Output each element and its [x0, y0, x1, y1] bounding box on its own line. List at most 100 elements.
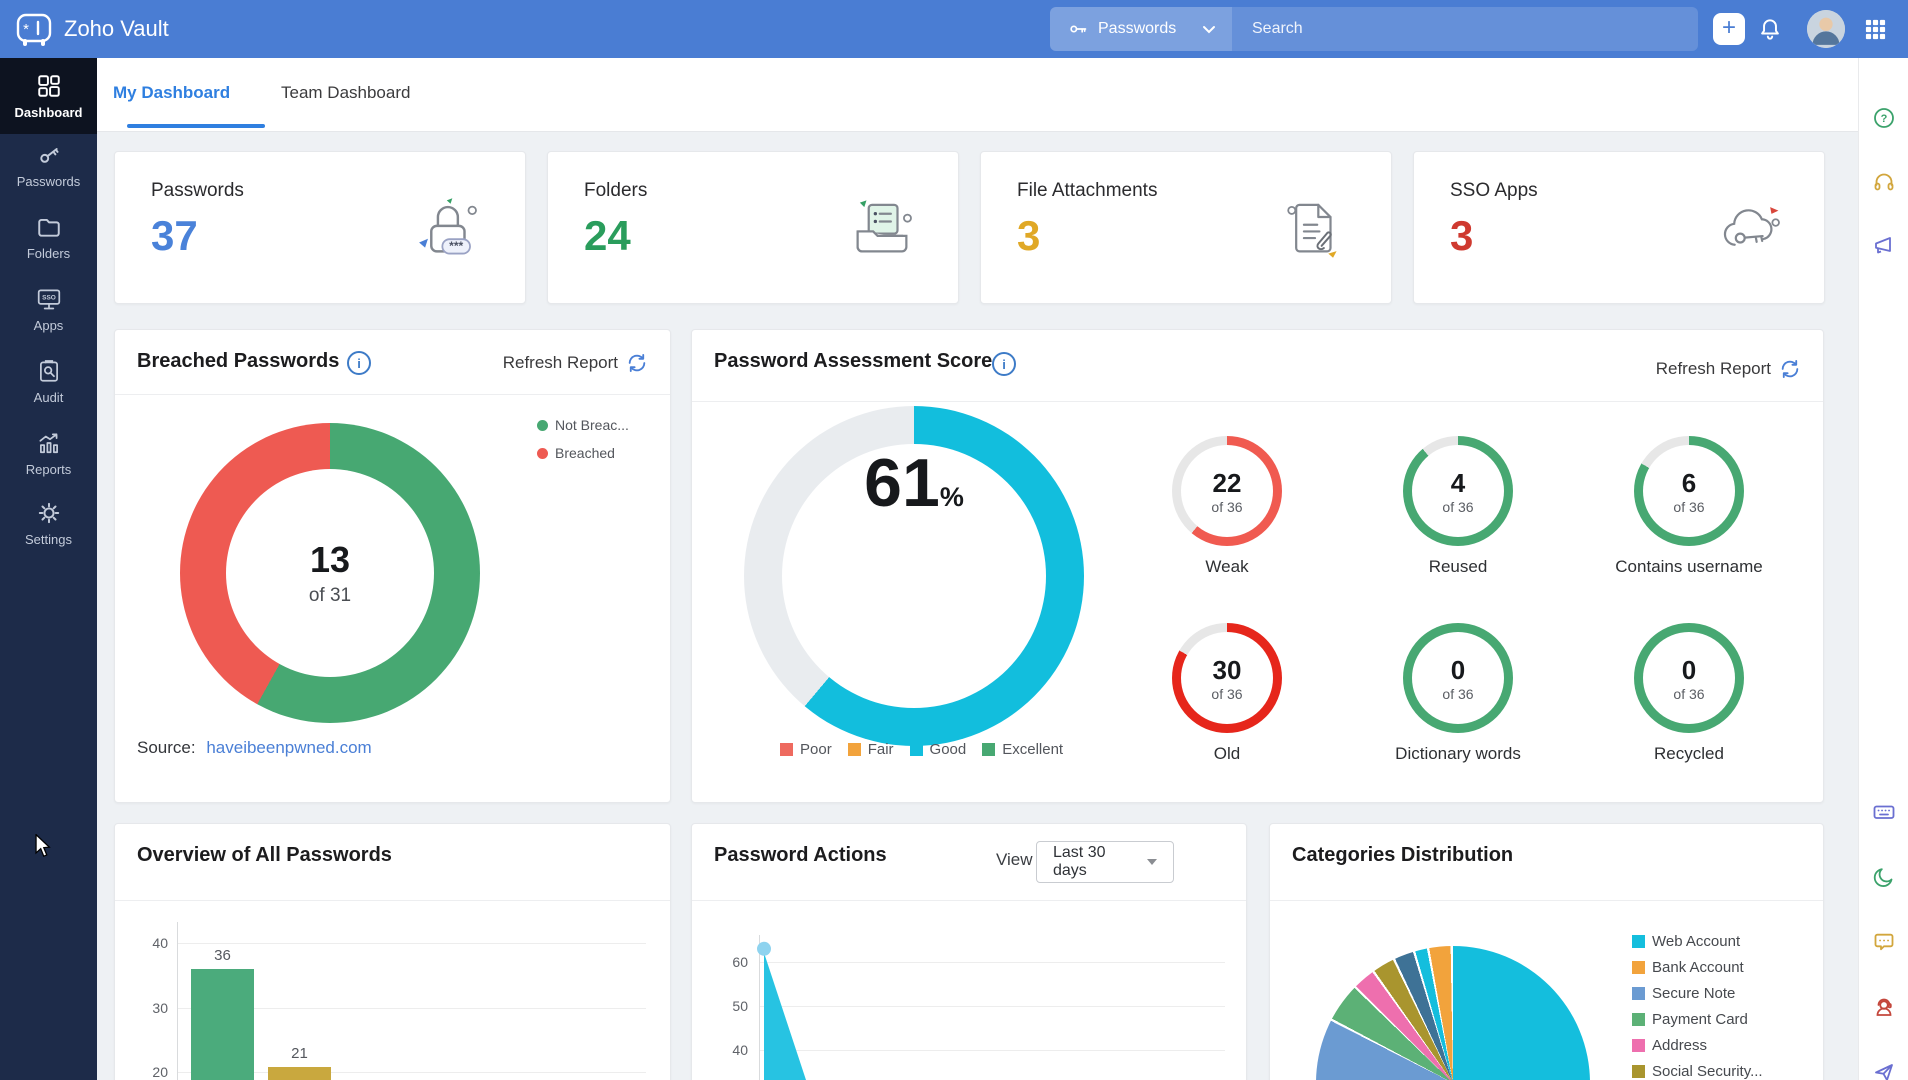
legend-label: Poor — [800, 741, 832, 758]
search-scope-dropdown[interactable]: Passwords — [1050, 7, 1232, 51]
legend-label: Secure Note — [1652, 985, 1735, 1002]
score-legend: Poor Fair Good Excellent — [780, 741, 1063, 758]
svg-text:SSO: SSO — [42, 295, 56, 302]
legend-swatch-secure-note — [1632, 987, 1645, 1000]
refresh-report-button[interactable]: Refresh Report — [503, 352, 648, 374]
legend-swatch-poor — [780, 743, 793, 756]
stat-card-value: 3 — [1017, 212, 1040, 260]
gridline — [178, 943, 646, 944]
y-tick: 40 — [712, 1042, 748, 1058]
legend-label: Breached — [555, 445, 615, 461]
metric-of: of 36 — [1442, 499, 1473, 515]
legend-item: Bank Account — [1632, 959, 1763, 976]
refresh-report-label: Refresh Report — [1656, 359, 1771, 379]
refresh-report-button[interactable]: Refresh Report — [1656, 358, 1801, 380]
send-feedback-plane-icon[interactable] — [1872, 1060, 1896, 1080]
app-grid-icon[interactable] — [1864, 18, 1887, 41]
refresh-icon — [1779, 358, 1801, 380]
keyboard-shortcuts-icon[interactable] — [1872, 800, 1896, 824]
legend-label: Web Account — [1652, 933, 1740, 950]
dark-mode-moon-icon[interactable] — [1872, 865, 1896, 889]
view-range-value: Last 30 days — [1053, 844, 1135, 880]
sidebar-item-passwords[interactable]: Passwords — [0, 142, 97, 200]
legend-swatch-social-security — [1632, 1065, 1645, 1078]
sidebar-item-label: Audit — [34, 390, 64, 405]
sidebar-item-label: Folders — [27, 246, 70, 261]
tab-label: Team Dashboard — [281, 83, 410, 102]
sidebar-item-audit[interactable]: Audit — [0, 358, 97, 416]
notifications-bell-icon[interactable] — [1757, 16, 1783, 43]
sidebar-item-reports[interactable]: Reports — [0, 430, 97, 488]
sidebar-item-folders[interactable]: Folders — [0, 214, 97, 272]
search-input[interactable] — [1232, 7, 1698, 51]
legend-dot-breached — [537, 448, 548, 459]
bar-gold — [268, 1067, 331, 1080]
stat-card-title: Passwords — [151, 180, 244, 202]
legend-item: Good — [910, 741, 967, 758]
legend-item: Poor — [780, 741, 832, 758]
source-link[interactable]: haveibeenpwned.com — [206, 738, 371, 757]
metric-value: 30 — [1213, 655, 1242, 686]
sidebar-item-label: Settings — [25, 532, 72, 547]
sidebar-item-dashboard[interactable]: Dashboard — [0, 58, 97, 134]
gridline — [760, 962, 1225, 963]
breached-count: 13 — [310, 539, 350, 581]
support-agent-icon[interactable] — [1872, 995, 1896, 1019]
view-label: View — [996, 850, 1033, 870]
sidebar-item-settings[interactable]: Settings — [0, 500, 97, 558]
chevron-down-icon — [1202, 25, 1216, 34]
metric-ring-old: 30of 36 — [1172, 623, 1282, 733]
feedback-chat-icon[interactable] — [1872, 930, 1896, 954]
mouse-cursor — [33, 834, 53, 858]
stat-card-folders[interactable]: Folders 24 — [547, 151, 959, 304]
panel-header-divider — [692, 900, 1246, 901]
legend-item: Address — [1632, 1037, 1763, 1054]
source-label: Source: — [137, 738, 196, 757]
stat-card-title: File Attachments — [1017, 180, 1157, 202]
metric-value: 0 — [1682, 655, 1696, 686]
metric-value: 6 — [1682, 468, 1696, 499]
y-axis — [177, 922, 178, 1080]
panel-title: Breached Passwords — [137, 350, 339, 373]
stat-card-file-attachments[interactable]: File Attachments 3 — [980, 151, 1392, 304]
metric-of: of 36 — [1442, 686, 1473, 702]
metric-label: Contains username — [1569, 557, 1809, 577]
legend-label: Address — [1652, 1037, 1707, 1054]
breached-legend: Not Breac... Breached — [537, 417, 629, 461]
stat-card-value: 3 — [1450, 212, 1473, 260]
metric-label: Recycled — [1569, 744, 1809, 764]
file-attachment-icon — [1279, 196, 1351, 258]
password-actions-panel: Password Actions View Last 30 days — [691, 823, 1247, 1080]
breached-source: Source: haveibeenpwned.com — [137, 738, 372, 758]
add-new-button[interactable]: + — [1713, 13, 1745, 45]
active-tab-underline — [127, 124, 265, 128]
headphones-support-icon[interactable] — [1872, 170, 1896, 194]
zoho-vault-logo-icon[interactable]: * — [14, 9, 54, 49]
user-avatar[interactable] — [1807, 10, 1845, 48]
metric-ring-contains-username: 6of 36 — [1634, 436, 1744, 546]
megaphone-announcements-icon[interactable] — [1872, 234, 1896, 258]
stat-card-passwords[interactable]: Passwords 37 *** — [114, 151, 526, 304]
legend-label: Excellent — [1002, 741, 1063, 758]
gridline — [760, 1006, 1225, 1007]
score-value: 61 — [864, 444, 940, 522]
view-range-dropdown[interactable]: Last 30 days — [1036, 841, 1174, 883]
svg-text:***: *** — [449, 239, 463, 253]
tab-my-dashboard[interactable]: My Dashboard — [113, 58, 230, 128]
y-tick: 30 — [132, 1000, 168, 1016]
y-tick: 50 — [712, 998, 748, 1014]
sidebar-item-apps[interactable]: SSO Apps — [0, 286, 97, 344]
panel-header-divider — [1270, 900, 1823, 901]
metric-of: of 36 — [1673, 686, 1704, 702]
tab-team-dashboard[interactable]: Team Dashboard — [281, 58, 410, 128]
stat-card-sso-apps[interactable]: SSO Apps 3 — [1413, 151, 1825, 304]
bar-value-label: 21 — [268, 1045, 331, 1062]
info-icon[interactable]: i — [992, 352, 1016, 376]
info-icon[interactable]: i — [347, 351, 371, 375]
gridline — [760, 1050, 1225, 1051]
chevron-down-icon — [1147, 859, 1157, 865]
app-title: Zoho Vault — [64, 0, 169, 58]
sidebar-item-label: Reports — [26, 462, 72, 477]
help-icon[interactable]: ? — [1872, 106, 1896, 130]
legend-swatch-bank-account — [1632, 961, 1645, 974]
